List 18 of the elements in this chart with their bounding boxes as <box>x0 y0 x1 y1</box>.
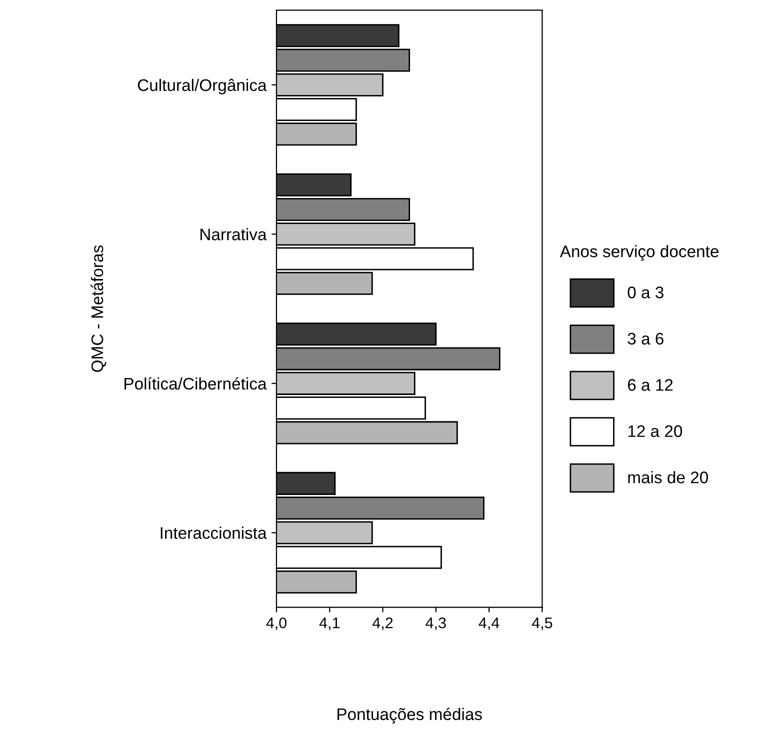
x-tick-label: 4,5 <box>532 618 552 630</box>
legend-label: 6 a 12 <box>628 379 673 391</box>
x-axis-title: Pontuações médias <box>338 708 482 724</box>
y-axis-title: QMC - Metáforas <box>90 245 106 372</box>
y-tick-label: Cultural/Orgânica <box>138 78 267 94</box>
y-tick-label: Interaccionista <box>160 526 267 539</box>
legend-label: 12 a 20 <box>628 425 682 438</box>
x-tick-label: 4,2 <box>372 617 393 630</box>
legend-label: 3 a 6 <box>628 332 664 345</box>
legend-label: 0 a 3 <box>628 286 664 298</box>
legend-label: mais de 20 <box>628 471 708 484</box>
x-tick-label: 4,3 <box>426 617 446 630</box>
x-tick-label: 4,1 <box>319 618 340 630</box>
x-tick-label: 4,0 <box>266 617 286 630</box>
legend-title: Anos serviço docente <box>560 245 718 261</box>
y-tick-label: Política/Cibernética <box>124 377 267 390</box>
x-tick-label: 4,4 <box>478 618 500 630</box>
y-tick-label: Narrativa <box>200 228 267 240</box>
